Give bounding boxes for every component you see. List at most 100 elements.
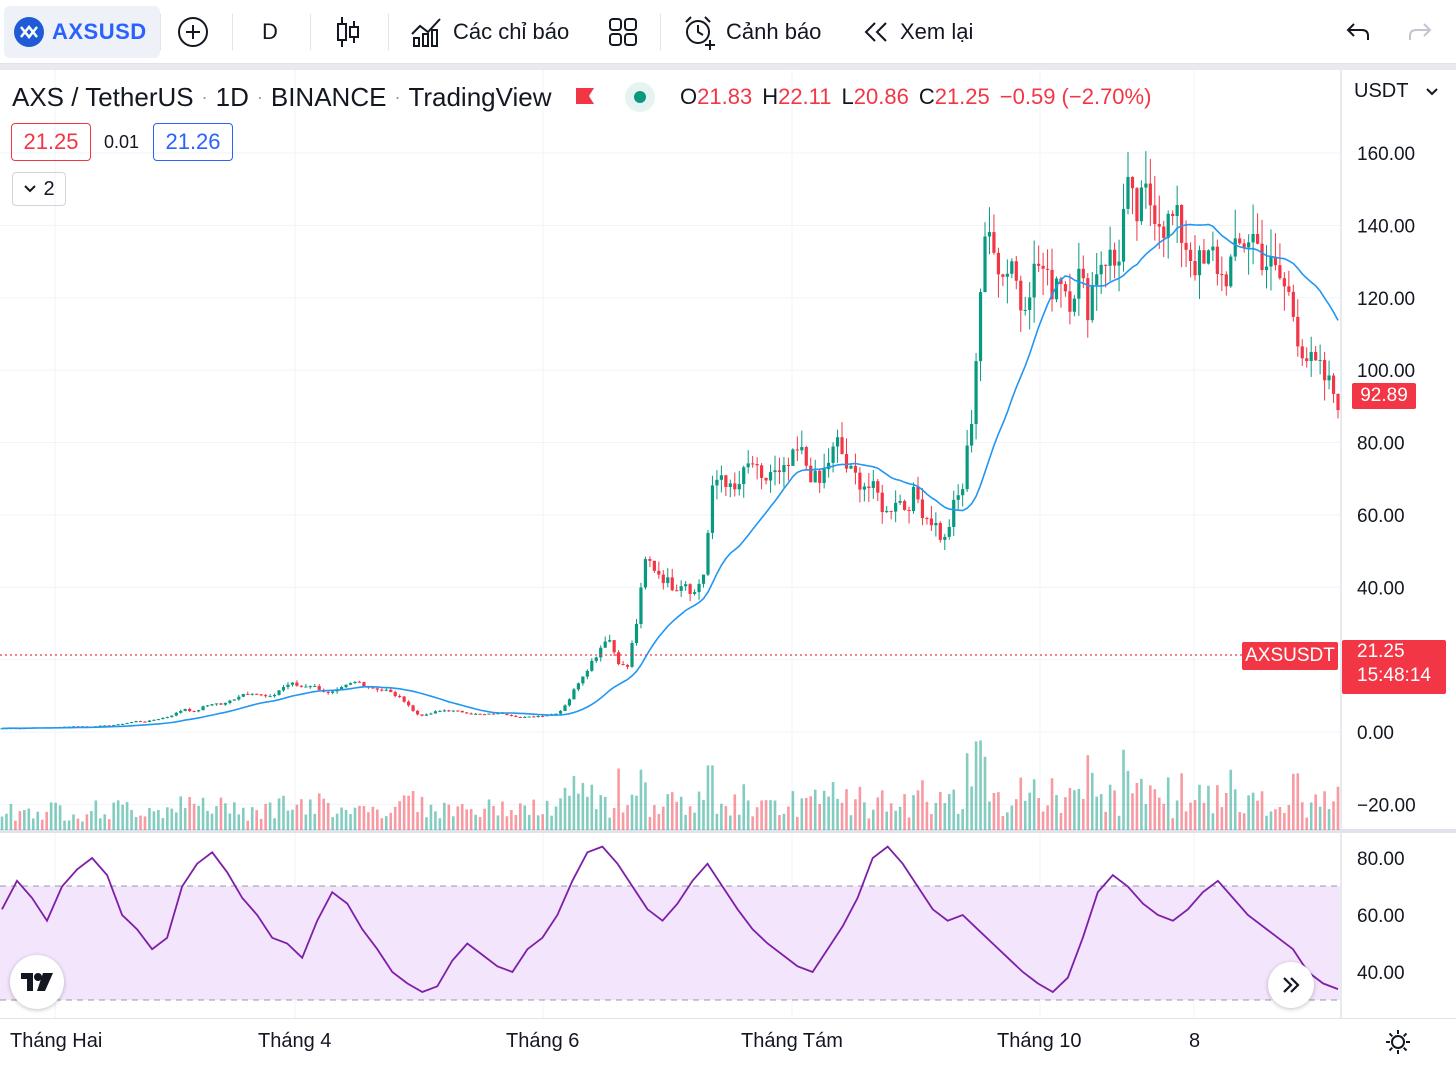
volume-bar	[1019, 777, 1023, 830]
volume-bar	[27, 808, 31, 830]
high-value: 22.11	[778, 84, 832, 109]
candle-body	[733, 483, 737, 490]
volume-bar	[241, 807, 245, 830]
currency-selector[interactable]: USDT	[1354, 80, 1439, 103]
volume-bar	[626, 805, 629, 830]
candle-body	[259, 694, 263, 696]
volume-bar	[206, 810, 209, 830]
interval-button[interactable]: D	[262, 10, 278, 54]
candle-body	[1291, 291, 1295, 317]
sell-price-button[interactable]: 21.25	[11, 123, 91, 161]
undo-button[interactable]	[1344, 10, 1372, 54]
candle-body	[567, 699, 572, 706]
candle-body	[755, 464, 759, 466]
chart-legend-title[interactable]: AXS / TetherUS · 1D · BINANCE · TradingV…	[12, 80, 552, 114]
candle-body	[1162, 226, 1166, 238]
volume-bar	[183, 808, 187, 830]
indicators-button[interactable]: Các chỉ báo	[410, 10, 569, 54]
candle-body	[331, 691, 335, 693]
volume-bar	[943, 802, 947, 830]
candle-body	[143, 721, 147, 723]
volume-bar	[9, 804, 13, 830]
ohlc-values: O21.83 H22.11 L20.86 C21.25 −0.59 (−2.70…	[680, 84, 1151, 110]
volume-bar	[286, 810, 290, 830]
settings-button[interactable]	[1384, 1028, 1412, 1061]
scroll-to-realtime-button[interactable]	[1268, 962, 1314, 1008]
candle-body	[1104, 264, 1108, 266]
volume-bar	[836, 798, 839, 830]
time-label: Tháng Tám	[741, 1030, 843, 1052]
volume-bar	[376, 809, 379, 830]
layouts-button[interactable]	[608, 10, 638, 54]
volume-bar	[1055, 795, 1058, 830]
open-value: 21.83	[697, 84, 753, 109]
candle-body	[1059, 278, 1063, 285]
volume-bar	[711, 765, 714, 830]
candle-body	[121, 723, 125, 725]
candle-body	[1171, 213, 1175, 216]
redo-button[interactable]	[1406, 10, 1434, 54]
volume-bar	[474, 814, 477, 830]
candle-body	[348, 683, 353, 685]
volume-bar	[40, 819, 44, 830]
chart-type-button[interactable]	[334, 10, 362, 54]
candle-body	[706, 532, 710, 575]
volume-bar	[460, 804, 464, 830]
volume-bar	[1336, 786, 1340, 830]
candle-body	[728, 483, 732, 488]
time-axis[interactable]	[0, 1018, 1456, 1069]
compare-add-button[interactable]	[176, 10, 210, 54]
candle-body	[889, 510, 893, 512]
volume-bar	[313, 813, 317, 830]
moving-average-line	[1, 223, 1339, 730]
volume-bar	[1189, 802, 1192, 830]
volume-bar	[429, 804, 433, 830]
volume-bar	[188, 797, 191, 830]
price-tick: 140.00	[1357, 216, 1415, 237]
redo-icon	[1409, 23, 1432, 40]
tradingview-logo-button[interactable]	[10, 955, 64, 1009]
candle-body	[1224, 274, 1228, 287]
volume-bar	[1327, 809, 1331, 830]
candle-body	[281, 687, 286, 691]
volume-bar	[304, 814, 308, 830]
volume-bar	[1251, 792, 1255, 830]
volume-bar	[192, 803, 196, 830]
symbol-search-button[interactable]: AXSUSD	[4, 6, 160, 58]
candle-body	[174, 712, 178, 716]
volume-bar	[974, 741, 978, 830]
volume-bar	[1082, 798, 1085, 830]
price-tick: 60.00	[1357, 506, 1405, 527]
volume-bar	[277, 798, 281, 830]
candle-body	[246, 693, 250, 695]
candle-body	[862, 486, 866, 490]
volume-bar	[1059, 813, 1063, 830]
candle-body	[505, 713, 509, 715]
volume-bar	[939, 792, 942, 830]
change-value: −0.59 (−2.70%)	[999, 84, 1152, 109]
market-status-icon[interactable]	[625, 82, 655, 112]
candle-body	[290, 682, 295, 685]
volume-bar	[1260, 791, 1264, 830]
flag-icon[interactable]	[574, 86, 596, 106]
candle-body	[965, 445, 969, 490]
candle-body	[585, 670, 589, 677]
candle-body	[286, 684, 290, 688]
high-label: H	[762, 84, 779, 109]
indicators-collapse-button[interactable]: 2	[12, 172, 66, 206]
volume-bar	[572, 776, 576, 830]
chart-canvas[interactable]: 160.00 140.00 120.00 100.00 80.00 60.00 40.00 0…	[0, 70, 1456, 1018]
candle-body	[1144, 183, 1148, 188]
alert-button[interactable]: Cảnh báo	[682, 10, 821, 54]
legend-exchange: BINANCE	[270, 81, 387, 112]
candle-body	[192, 711, 196, 713]
candle-body	[1045, 268, 1050, 270]
candle-body	[125, 722, 129, 724]
volume-bar	[947, 794, 951, 830]
candle-body	[715, 479, 719, 486]
candle-body	[902, 501, 907, 510]
replay-button[interactable]: Xem lại	[862, 10, 973, 54]
buy-price-button[interactable]: 21.26	[153, 123, 233, 161]
volume-bar	[1104, 811, 1107, 830]
volume-bar	[219, 797, 223, 830]
